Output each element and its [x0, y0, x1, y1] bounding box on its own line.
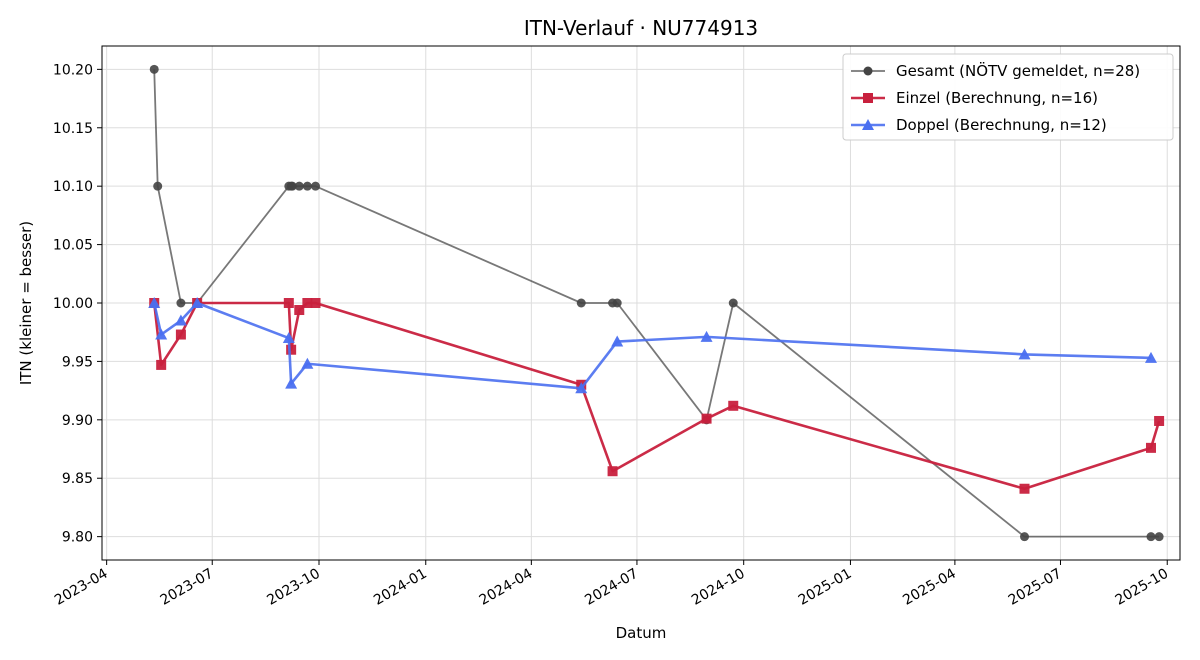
legend-label: Gesamt (NÖTV gemeldet, n=28) — [896, 61, 1140, 80]
legend-label: Doppel (Berechnung, n=12) — [896, 116, 1107, 134]
data-point — [174, 314, 187, 326]
legend-marker — [862, 119, 874, 130]
data-point — [728, 400, 739, 411]
series-line — [152, 301, 1152, 390]
x-tick-label: 2025-04 — [900, 566, 959, 609]
data-point — [575, 382, 588, 394]
data-point — [576, 298, 586, 308]
x-tick-label: 2024-01 — [371, 566, 430, 609]
series-layer — [148, 64, 1165, 542]
data-point — [1145, 442, 1156, 453]
data-point — [1018, 348, 1031, 360]
series-square — [149, 298, 1165, 494]
x-tick-label: 2024-07 — [582, 566, 641, 609]
grid-lines — [102, 46, 1180, 560]
x-tick-label: 2023-10 — [264, 566, 323, 609]
data-point — [285, 377, 298, 389]
data-point — [701, 413, 712, 424]
legend: Gesamt (NÖTV gemeldet, n=28) Einzel (Bere… — [842, 53, 1174, 141]
x-tick-label: 2025-07 — [1006, 566, 1065, 609]
legend-marker — [863, 93, 873, 103]
data-point — [1154, 415, 1165, 426]
data-point — [294, 305, 305, 316]
data-point — [1019, 483, 1030, 494]
data-point — [302, 181, 312, 191]
axis-layer: 9.80 9.85 9.90 9.95 10.00 10.05 10.10 10.15 10.2… — [52, 62, 1171, 608]
chart-title: ITN-Verlauf · NU774913 — [524, 16, 758, 40]
x-tick-label: 2025-01 — [796, 566, 855, 609]
series-triangle — [148, 297, 1157, 394]
y-tick-label: 9.85 — [62, 471, 93, 487]
y-tick-label: 9.90 — [62, 413, 93, 429]
x-axis-label: Datum — [616, 624, 667, 642]
x-tick-label: 2024-10 — [689, 566, 748, 609]
data-point — [1146, 532, 1156, 542]
data-point — [311, 181, 321, 191]
x-tick-label: 2023-04 — [52, 566, 111, 609]
data-point — [310, 298, 321, 308]
y-tick-label: 10.20 — [53, 62, 93, 78]
legend-marker — [863, 66, 873, 76]
data-point — [607, 466, 618, 477]
y-tick-label: 9.95 — [62, 354, 93, 370]
data-point — [149, 64, 159, 74]
legend-box — [842, 53, 1174, 141]
data-point — [283, 298, 294, 308]
data-point — [286, 344, 297, 355]
data-point — [191, 297, 204, 308]
data-point — [728, 298, 738, 308]
y-tick-label: 10.15 — [53, 121, 93, 137]
data-point — [175, 329, 186, 340]
data-point — [156, 359, 167, 370]
data-point — [294, 181, 304, 191]
data-point — [1154, 532, 1164, 542]
data-point — [153, 181, 163, 191]
data-point — [148, 297, 161, 308]
data-point — [700, 330, 713, 342]
data-point — [612, 298, 622, 308]
data-point — [287, 181, 297, 191]
y-axis-label: ITN (kleiner = besser) — [17, 221, 35, 385]
data-point — [1020, 532, 1030, 542]
y-tick-label: 9.80 — [62, 530, 93, 546]
y-tick-label: 10.05 — [53, 238, 93, 254]
data-point — [176, 298, 186, 308]
data-point — [611, 335, 624, 347]
series-line — [152, 301, 1161, 491]
y-tick-label: 10.00 — [53, 296, 93, 312]
data-point — [155, 328, 168, 340]
data-point — [282, 332, 295, 344]
data-point — [301, 357, 314, 369]
data-point — [1144, 351, 1157, 363]
x-tick-label: 2023-07 — [158, 566, 217, 609]
y-tick-label: 10.10 — [53, 179, 93, 195]
data-point — [302, 298, 313, 308]
x-tick-label: 2025-10 — [1113, 566, 1172, 609]
legend-label: Einzel (Berechnung, n=16) — [896, 89, 1098, 107]
x-tick-label: 2024-04 — [477, 566, 536, 609]
